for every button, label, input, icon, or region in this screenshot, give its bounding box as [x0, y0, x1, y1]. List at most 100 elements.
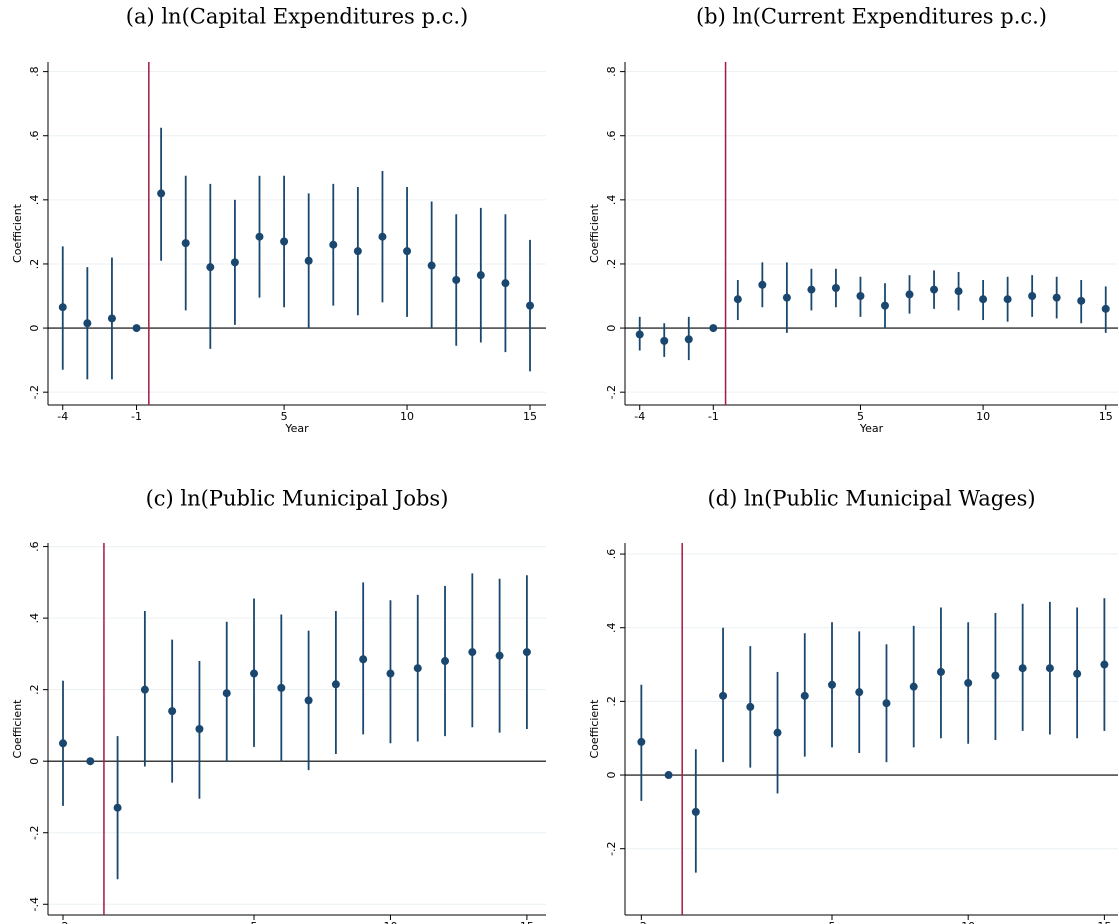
panel-title: (d) ln(Public Municipal Wages)	[707, 487, 1035, 511]
y-tick-label: .6	[28, 130, 41, 141]
point	[635, 330, 644, 339]
point	[831, 283, 840, 292]
x-axis-label: Year	[284, 422, 309, 435]
point	[1045, 664, 1054, 673]
point	[909, 682, 918, 691]
point	[83, 319, 92, 328]
point	[637, 737, 646, 746]
panel: (b) ln(Current Expenditures p.c.) -.2 0 .2.…	[588, 5, 1118, 435]
x-tick-label: -2	[636, 920, 647, 924]
x-tick-label: -2	[58, 920, 69, 924]
y-tick-label: .8	[605, 66, 618, 77]
point	[250, 669, 259, 678]
y-tick-label: -.4	[28, 897, 41, 911]
y-axis-label: Coefficient	[588, 203, 601, 263]
y-axis-label: Coefficient	[11, 203, 24, 263]
point	[664, 771, 673, 780]
point	[1077, 296, 1086, 305]
y-tick-label: .4	[605, 622, 618, 633]
x-tick-label: -4	[634, 410, 645, 423]
point	[495, 651, 504, 660]
y-tick-label: 0	[28, 325, 41, 332]
x-axis-label: Year	[859, 422, 884, 435]
point	[882, 699, 891, 708]
x-tick-label: 15	[1097, 920, 1111, 924]
y-tick-label: 0	[28, 758, 41, 765]
point	[58, 303, 67, 312]
y-tick-label: 0	[605, 772, 618, 779]
point	[1052, 293, 1061, 302]
point	[758, 280, 767, 289]
point	[386, 669, 395, 678]
x-tick-label: 15	[520, 920, 534, 924]
point	[181, 239, 190, 248]
point	[733, 295, 742, 304]
point	[979, 295, 988, 304]
x-tick-label: 5	[251, 920, 258, 924]
panel: (d) ln(Public Municipal Wages) -.2 0 .2 .4 .6…	[588, 487, 1118, 924]
point	[113, 803, 122, 812]
y-tick-label: -.2	[605, 841, 618, 855]
point	[476, 271, 485, 280]
point	[807, 285, 816, 294]
panel: (a) ln(Capital Expenditures p.c.) -.2 0 .2.…	[11, 5, 546, 435]
point	[1101, 304, 1110, 313]
y-tick-label: .2	[605, 259, 618, 270]
point	[378, 232, 387, 241]
point	[195, 725, 204, 733]
point	[709, 324, 718, 333]
point	[304, 256, 313, 265]
x-tick-label: 10	[383, 920, 397, 924]
point	[782, 293, 791, 302]
point	[255, 232, 264, 241]
point	[954, 287, 963, 296]
point	[206, 263, 215, 272]
point	[1100, 660, 1109, 669]
x-tick-label: 15	[523, 410, 537, 423]
point	[132, 324, 141, 333]
point	[107, 314, 116, 323]
point	[719, 691, 728, 700]
point	[168, 707, 177, 716]
y-tick-label: -.2	[28, 385, 41, 399]
point	[59, 739, 68, 748]
point	[1028, 292, 1037, 301]
x-tick-label: 5	[829, 920, 836, 924]
point	[1073, 669, 1082, 678]
point	[800, 691, 809, 700]
y-axis-label: Coefficient	[11, 699, 24, 759]
y-tick-label: .4	[28, 195, 41, 206]
y-axis-label: Coefficient	[588, 699, 601, 759]
point	[452, 275, 461, 284]
point	[359, 655, 368, 664]
point	[522, 648, 531, 657]
point	[280, 237, 289, 246]
x-tick-label: -1	[131, 410, 142, 423]
x-tick-label: 15	[1099, 410, 1113, 423]
point	[964, 678, 973, 687]
point	[1003, 295, 1012, 304]
y-tick-label: .4	[605, 195, 618, 206]
panel-title: (b) ln(Current Expenditures p.c.)	[696, 5, 1047, 29]
point	[331, 680, 340, 689]
y-tick-label: .8	[28, 66, 41, 77]
x-tick-label: 10	[961, 920, 975, 924]
point	[86, 757, 95, 766]
x-tick-label: 10	[976, 410, 990, 423]
point	[277, 683, 286, 692]
panel-title: (a) ln(Capital Expenditures p.c.)	[126, 5, 468, 29]
y-tick-label: .2	[28, 259, 41, 270]
point	[304, 696, 313, 705]
point	[991, 671, 1000, 680]
point	[828, 680, 837, 689]
point	[468, 648, 477, 657]
point	[746, 702, 755, 711]
point	[403, 247, 412, 256]
point	[427, 261, 436, 270]
point	[660, 336, 669, 345]
x-tick-label: -4	[57, 410, 68, 423]
point	[880, 301, 889, 310]
point	[353, 247, 362, 256]
